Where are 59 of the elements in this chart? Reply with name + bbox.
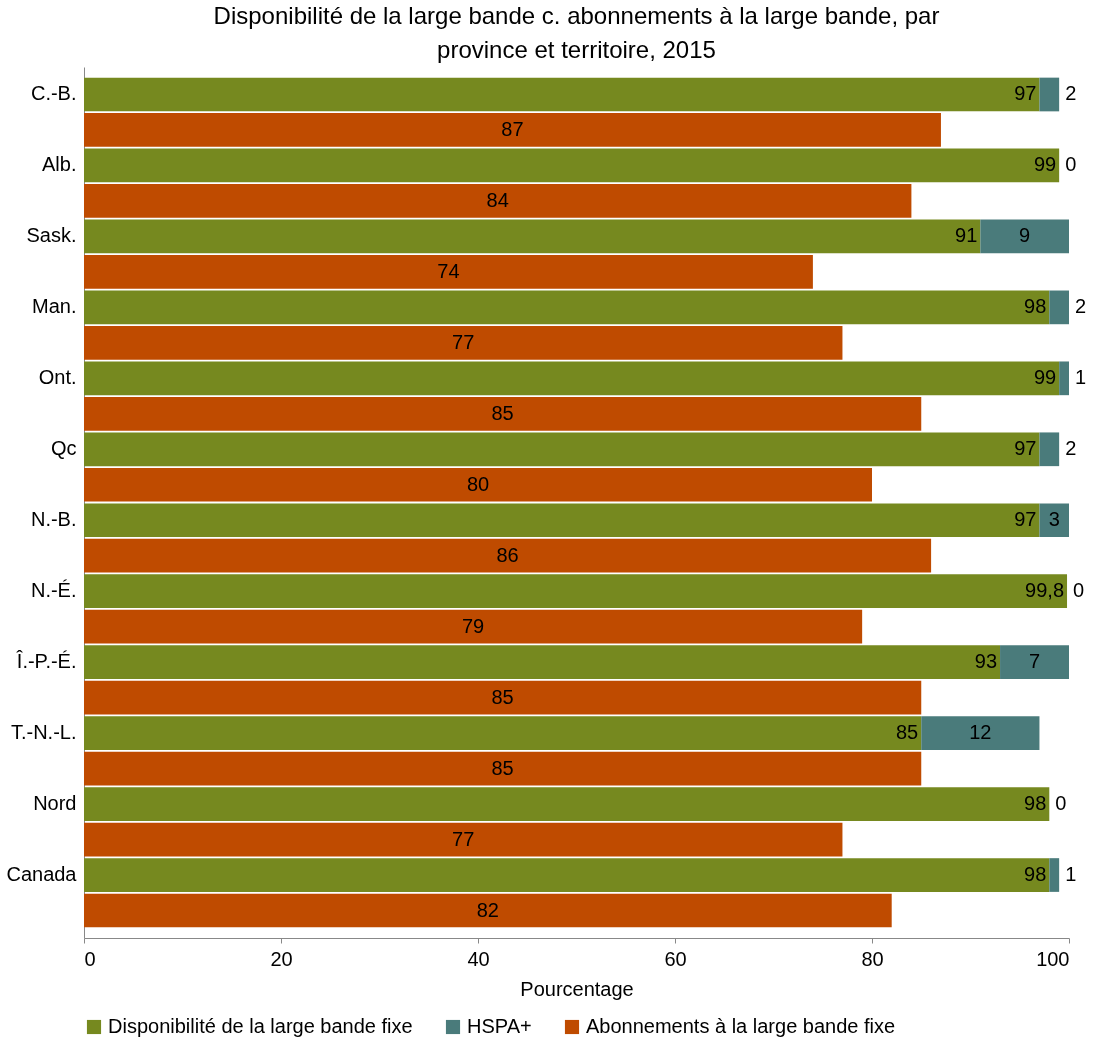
data-label: 1 (1065, 863, 1077, 886)
x-tick-label: 40 (467, 947, 490, 970)
y-tick-label: Sask. (26, 224, 77, 247)
y-tick-label: Man. (32, 295, 77, 318)
y-tick-label: Canada (6, 863, 78, 886)
data-label: 85 (491, 685, 514, 708)
data-label: 86 (496, 543, 519, 566)
y-tick-label: Ont. (38, 366, 77, 389)
legend-label: Disponibilité de la large bande fixe (108, 1015, 413, 1037)
data-label: 93 (974, 650, 998, 673)
data-label: 97 (1014, 437, 1037, 460)
data-label: 85 (896, 721, 919, 744)
data-label: 85 (491, 756, 514, 779)
chart-title: Disponibilité de la large bande c. abonnements à la large bande, par province et territoire, 2015 (213, 2, 940, 63)
y-tick-label: N.-B. (30, 508, 77, 531)
data-label: 1 (1075, 366, 1087, 389)
x-axis-title: Pourcentage (520, 977, 634, 1000)
data-label: 97 (1014, 82, 1037, 105)
data-label: 79 (461, 614, 485, 637)
y-tick-label: Î.-P.-É. (15, 650, 77, 673)
data-label: 0 (1055, 792, 1067, 815)
data-label: 2 (1075, 295, 1087, 318)
data-label: 77 (452, 330, 475, 353)
y-tick-label: N.-É. (30, 579, 77, 602)
x-tick-label: 80 (861, 947, 884, 970)
y-tick-label: T.-N.-L. (10, 721, 77, 744)
data-label: 80 (466, 472, 490, 495)
y-tick-label: Qc (50, 437, 77, 460)
data-label: 91 (955, 224, 978, 247)
x-tick-label: 100 (1036, 947, 1070, 970)
data-label: 99,8 (1025, 579, 1065, 602)
data-label: 2 (1065, 82, 1077, 105)
x-tick-label: 60 (664, 947, 687, 970)
data-label: 85 (491, 401, 514, 424)
data-label: 12 (969, 721, 992, 744)
data-label: 99 (1033, 366, 1057, 389)
data-label: 0 (1073, 579, 1085, 602)
x-tick-label: 0 (84, 947, 96, 970)
data-label: 98 (1024, 792, 1047, 815)
data-label: 87 (501, 117, 524, 140)
data-label: 97 (1014, 508, 1037, 531)
legend-label: Abonnements à la large bande fixe (586, 1015, 896, 1037)
data-label: 84 (486, 188, 509, 211)
data-label: 98 (1024, 863, 1047, 886)
x-tick-label: 20 (270, 947, 293, 970)
y-tick-label: Alb. (42, 153, 77, 176)
data-label: 98 (1024, 295, 1047, 318)
data-label: 74 (437, 259, 460, 282)
y-tick-label: Nord (33, 792, 77, 815)
data-label: 2 (1065, 437, 1077, 460)
legend-label: HSPA+ (467, 1015, 532, 1037)
data-label: 77 (452, 827, 475, 850)
data-label: 0 (1065, 153, 1077, 176)
data-label: 99 (1033, 153, 1057, 176)
data-label: 82 (476, 898, 499, 921)
data-label: 7 (1028, 650, 1041, 673)
data-label: 9 (1019, 224, 1031, 247)
y-tick-label: C.-B. (30, 82, 77, 105)
data-label: 3 (1048, 508, 1060, 531)
